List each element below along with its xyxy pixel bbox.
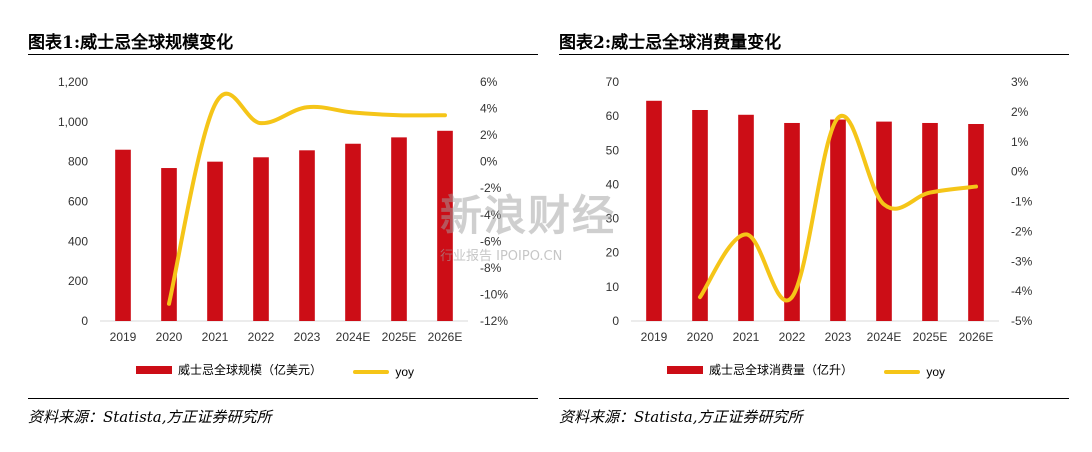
combo-chart-1: 0 200 400 600 800 1,000 1,200 -12% -10% -8% -6% -4%… xyxy=(58,75,508,344)
y-right-tick-label: 0% xyxy=(1011,165,1029,179)
chart-panel-1: 图表1:威士忌全球规模变化 0 200 400 600 800 1,000 1,200 -12… xyxy=(28,0,538,452)
y-right-tick-label: -12% xyxy=(480,314,508,328)
y-left-tick-label: 40 xyxy=(606,177,620,191)
y-right-tick-label: 1% xyxy=(1011,135,1029,149)
y-left-tick-label: 200 xyxy=(68,274,88,288)
y-left-tick-label: 30 xyxy=(606,212,620,226)
bar xyxy=(968,123,984,321)
bar xyxy=(115,149,131,321)
legend-swatch-line xyxy=(353,369,390,374)
yoy-line xyxy=(698,113,978,303)
y-left-tick-label: 600 xyxy=(68,195,88,209)
x-tick-label: 2019 xyxy=(641,330,668,344)
y-left-tick-label: 20 xyxy=(606,246,620,260)
bar xyxy=(253,157,269,321)
legend-swatch-line xyxy=(884,369,921,374)
x-tick-label: 2021 xyxy=(202,330,229,344)
source-rule xyxy=(559,398,1069,399)
bar xyxy=(830,119,846,321)
x-tick-label: 2023 xyxy=(825,330,852,344)
title-rule xyxy=(559,54,1069,55)
source-note: 资料来源：Statista,方正证券研究所 xyxy=(28,408,272,426)
y-right-tick-label: -5% xyxy=(1011,314,1033,328)
y-right-tick-label: -3% xyxy=(1011,254,1033,268)
x-tick-label: 2022 xyxy=(248,330,275,344)
bar xyxy=(692,109,708,321)
legend-item-bar: 威士忌全球规模（亿美元） xyxy=(136,361,322,378)
y-right-tick-label: 2% xyxy=(480,128,498,142)
x-tick-label: 2020 xyxy=(687,330,714,344)
bar xyxy=(437,130,453,321)
y-left-tick-label: 0 xyxy=(81,314,88,328)
y-left-tick-label: 60 xyxy=(606,109,620,123)
y-left-tick-label: 400 xyxy=(68,234,88,248)
x-tick-label: 2026E xyxy=(959,330,994,344)
y-left-tick-label: 1,000 xyxy=(58,115,88,129)
x-tick-label: 2020 xyxy=(156,330,183,344)
y-right-tick-label: -4% xyxy=(480,208,502,222)
chart-panel-2: 图表2:威士忌全球消费量变化 0 10 20 30 40 50 60 70 -5% -4% -3% -… xyxy=(559,0,1069,452)
chart-title: 图表1:威士忌全球规模变化 xyxy=(28,33,234,53)
legend-item-bar: 威士忌全球消费量（亿升） xyxy=(667,361,853,378)
legend-swatch-bar xyxy=(667,365,703,374)
y-right-tick-label: -2% xyxy=(1011,224,1033,238)
chart-legend: 威士忌全球规模（亿美元） yoy xyxy=(136,361,442,379)
bar xyxy=(738,114,754,321)
bar xyxy=(876,121,892,321)
x-tick-label: 2023 xyxy=(294,330,321,344)
y-right-tick-label: -6% xyxy=(480,234,502,248)
bar xyxy=(299,150,315,321)
x-tick-label: 2019 xyxy=(110,330,137,344)
y-left-tick-label: 70 xyxy=(606,75,620,89)
legend-label-line: yoy xyxy=(395,364,415,379)
y-right-tick-label: 6% xyxy=(480,75,498,89)
x-tick-label: 2021 xyxy=(733,330,760,344)
legend-item-line: yoy xyxy=(884,365,945,379)
source-note: 资料来源：Statista,方正证券研究所 xyxy=(559,408,803,426)
legend-item-line: yoy xyxy=(353,365,414,379)
y-right-tick-label: -8% xyxy=(480,261,502,275)
x-tick-label: 2026E xyxy=(428,330,463,344)
bar xyxy=(391,137,407,321)
x-tick-label: 2022 xyxy=(779,330,806,344)
title-rule xyxy=(28,54,538,55)
legend-label-line: yoy xyxy=(926,364,946,379)
combo-chart-2: 0 10 20 30 40 50 60 70 -5% -4% -3% -2% -1% 0% 1% 2% 3% 20… xyxy=(606,75,1033,344)
legend-swatch-bar xyxy=(136,365,172,374)
chart-title: 图表2:威士忌全球消费量变化 xyxy=(559,33,782,53)
y-right-tick-label: 2% xyxy=(1011,105,1029,119)
y-left-tick-label: 800 xyxy=(68,155,88,169)
y-left-tick-label: 1,200 xyxy=(58,75,88,89)
y-right-tick-label: 3% xyxy=(1011,75,1029,89)
bar xyxy=(207,161,223,321)
x-tick-label: 2025E xyxy=(382,330,417,344)
y-right-tick-label: -2% xyxy=(480,181,502,195)
y-right-tick-label: 4% xyxy=(480,102,498,116)
y-left-tick-label: 50 xyxy=(606,143,620,157)
y-right-tick-label: -4% xyxy=(1011,284,1033,298)
y-right-tick-label: -1% xyxy=(1011,195,1033,209)
y-left-tick-label: 0 xyxy=(612,314,619,328)
legend-label-bar: 威士忌全球消费量（亿升） xyxy=(709,363,854,377)
yoy-line xyxy=(167,91,447,306)
x-tick-label: 2024E xyxy=(867,330,902,344)
bar xyxy=(345,143,361,321)
y-right-tick-label: 0% xyxy=(480,155,498,169)
y-left-tick-label: 10 xyxy=(606,280,620,294)
bar xyxy=(646,100,662,322)
chart-legend: 威士忌全球消费量（亿升） yoy xyxy=(667,361,973,379)
legend-label-bar: 威士忌全球规模（亿美元） xyxy=(178,363,323,377)
x-tick-label: 2024E xyxy=(336,330,371,344)
bar xyxy=(784,122,800,321)
x-tick-label: 2025E xyxy=(913,330,948,344)
bar xyxy=(922,122,938,321)
source-rule xyxy=(28,398,538,399)
y-right-tick-label: -10% xyxy=(480,287,508,301)
